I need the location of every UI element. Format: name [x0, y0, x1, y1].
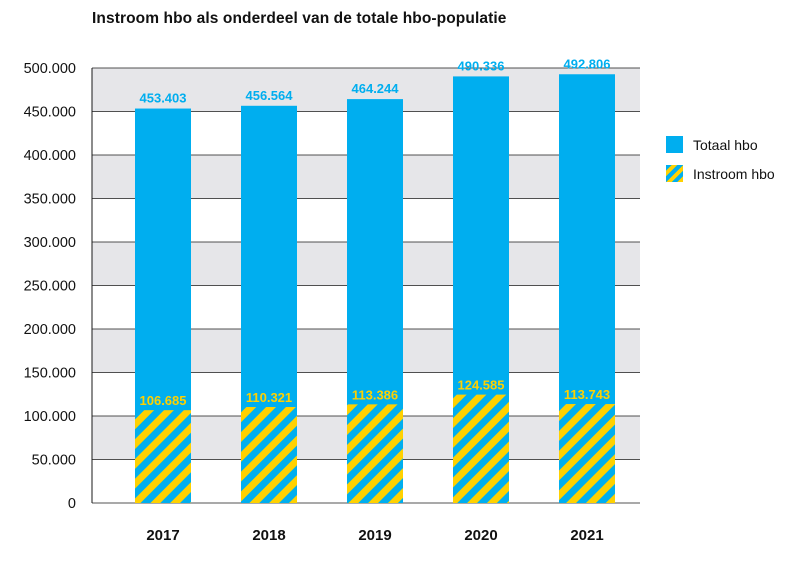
bar-instroom — [559, 404, 615, 503]
y-tick-label: 250.000 — [24, 279, 76, 295]
legend-label-instroom: Instroom hbo — [693, 165, 775, 182]
y-tick-label: 350.000 — [24, 192, 76, 208]
data-label-totaal: 492.806 — [564, 56, 611, 71]
y-tick-label: 300.000 — [24, 235, 76, 251]
data-label-instroom: 113.386 — [352, 387, 398, 402]
y-tick-label: 150.000 — [24, 366, 76, 382]
legend-item-instroom: Instroom hbo — [666, 165, 775, 182]
data-label-totaal: 464.244 — [352, 81, 400, 96]
data-label-totaal: 456.564 — [246, 88, 294, 103]
x-tick-label: 2021 — [570, 527, 603, 544]
chart-title: Instroom hbo als onderdeel van de totale… — [92, 10, 507, 27]
legend-swatch-instroom — [666, 165, 683, 182]
x-tick-label: 2020 — [464, 527, 497, 544]
data-label-instroom: 124.585 — [458, 378, 505, 393]
y-tick-label: 500.000 — [24, 61, 76, 77]
data-label-instroom: 110.321 — [246, 390, 292, 405]
bar-instroom — [241, 407, 297, 503]
y-tick-label: 0 — [68, 496, 76, 512]
data-label-totaal: 453.403 — [140, 91, 187, 106]
y-tick-label: 450.000 — [24, 105, 76, 121]
y-tick-label: 200.000 — [24, 322, 76, 338]
bar-instroom — [453, 394, 509, 503]
data-label-totaal: 490.336 — [458, 58, 505, 73]
bar-instroom — [135, 410, 191, 503]
y-tick-label: 50.000 — [32, 453, 76, 469]
x-tick-label: 2018 — [252, 527, 285, 544]
data-label-instroom: 113.743 — [564, 387, 610, 402]
x-tick-label: 2019 — [358, 527, 391, 544]
y-tick-label: 400.000 — [24, 148, 76, 164]
data-label-instroom: 106.685 — [140, 393, 187, 408]
y-tick-label: 100.000 — [24, 409, 76, 425]
legend-swatch-totaal — [666, 136, 683, 153]
legend-item-totaal: Totaal hbo — [666, 136, 758, 153]
x-tick-label: 2017 — [146, 527, 179, 544]
bar-instroom — [347, 404, 403, 503]
legend-label-totaal: Totaal hbo — [693, 136, 758, 153]
